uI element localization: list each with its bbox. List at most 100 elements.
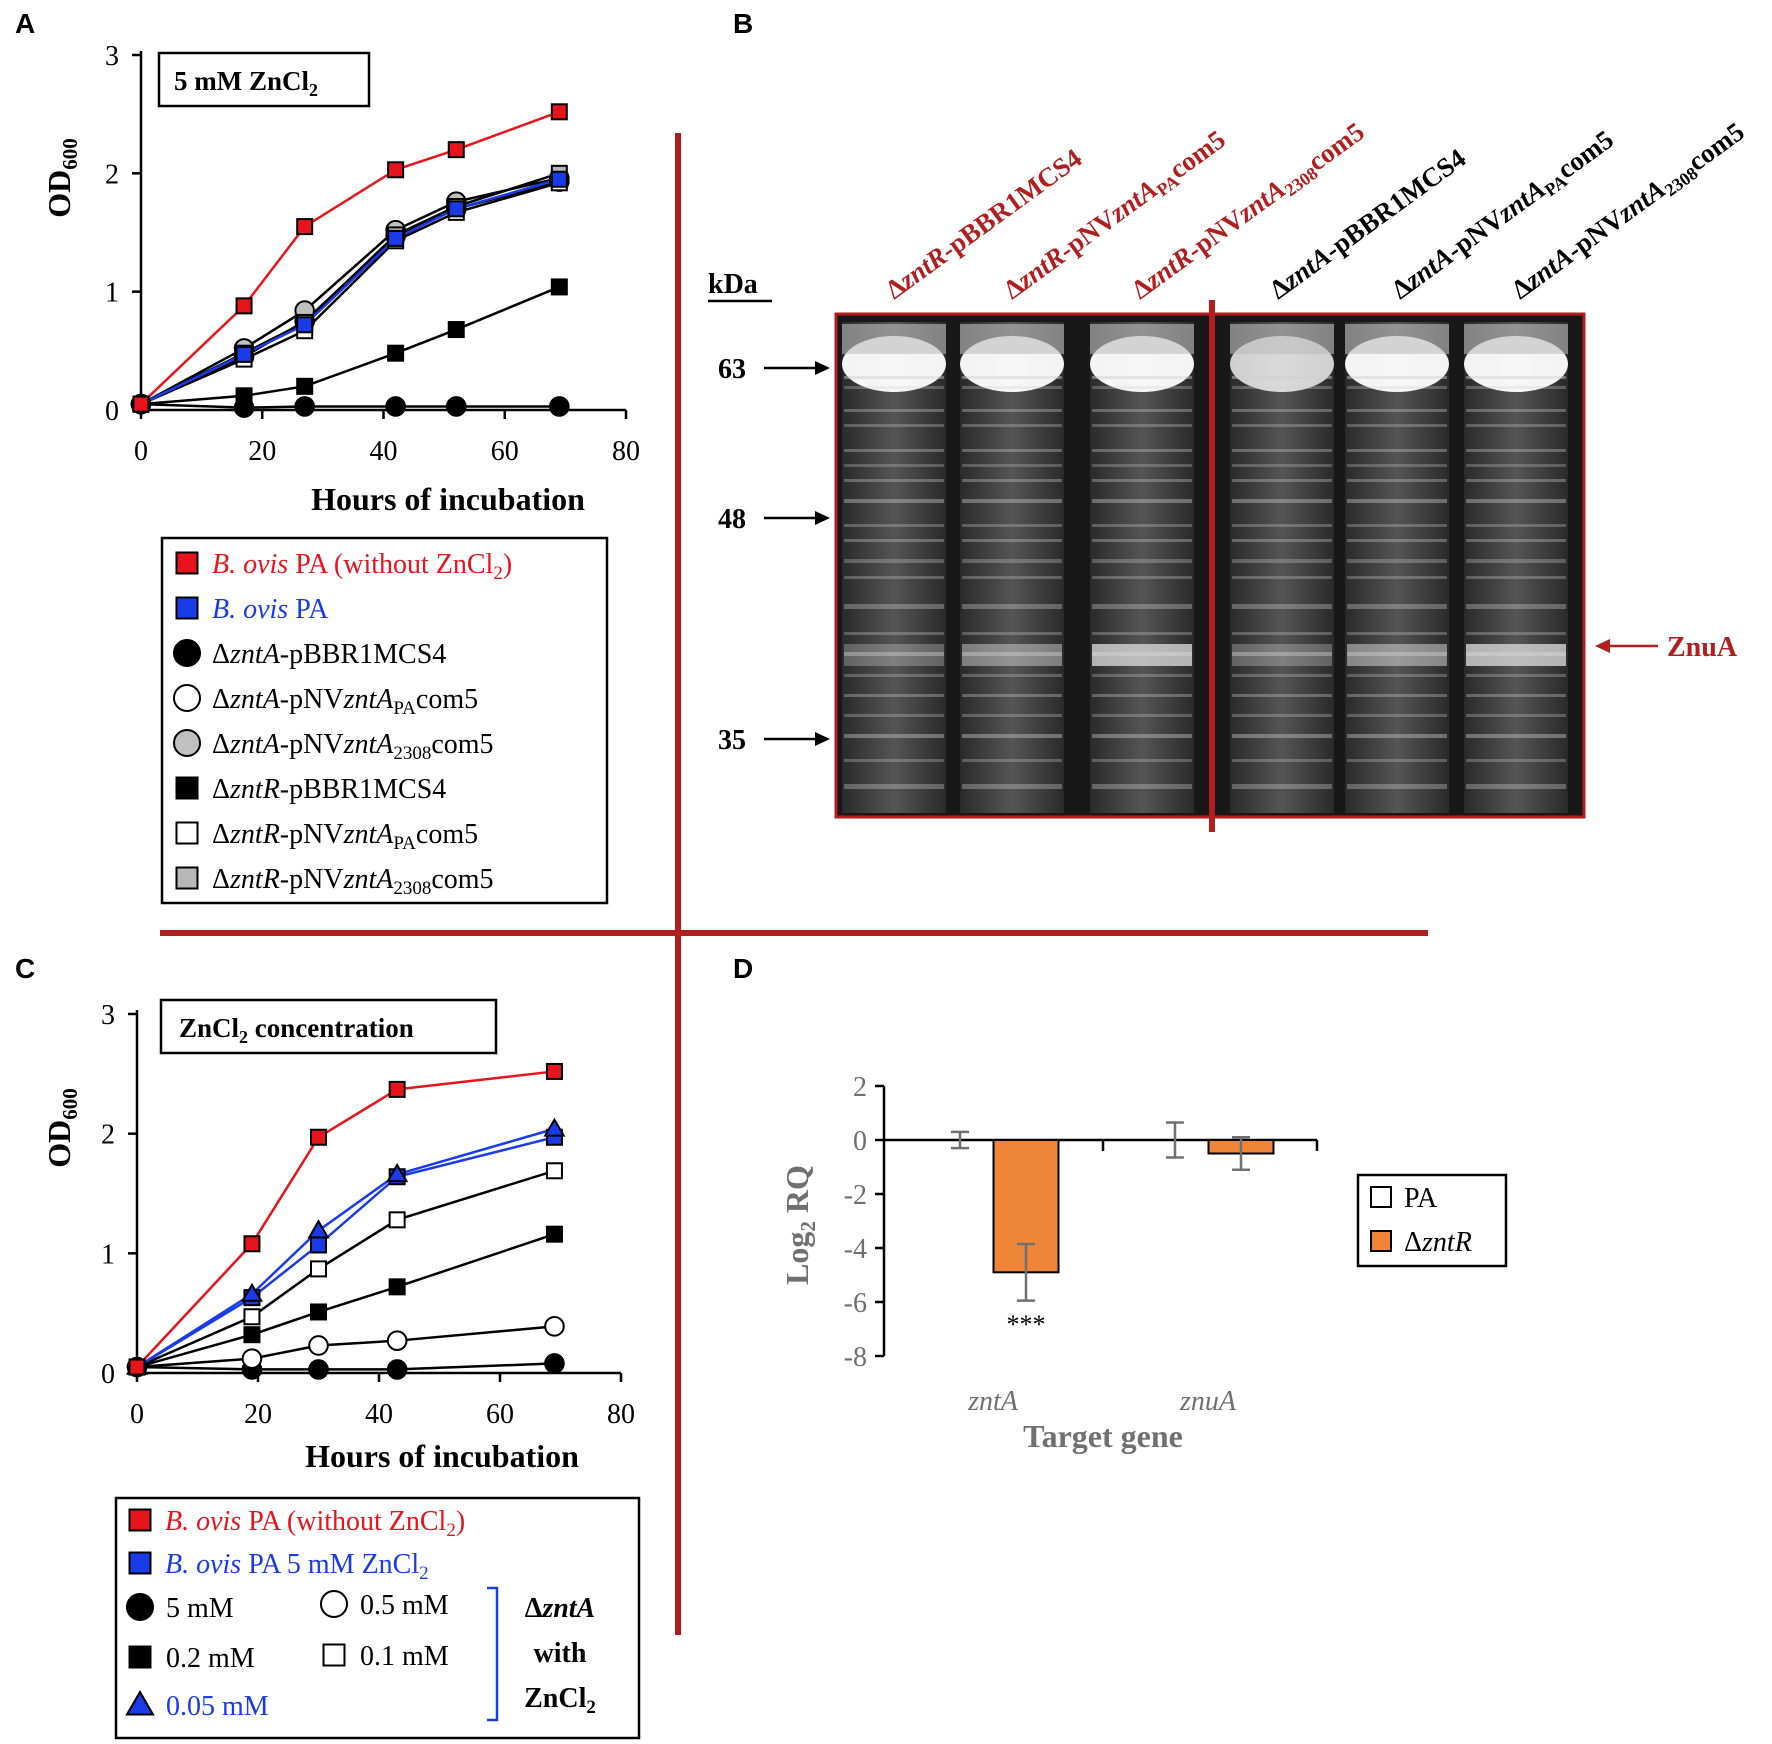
gel-band-znua [1347,644,1447,666]
chartA-point-PA [296,316,314,334]
legend-a-marker [172,683,202,713]
chartA-xtick-label: 20 [248,436,276,467]
gel-band [1092,424,1192,427]
gel-band [1466,479,1566,482]
chartA-point-PA [387,229,405,247]
legend-c-marker [125,1592,155,1622]
chart-d-ytick-label: 2 [853,1072,867,1103]
chartA-point-zntA-pBBR [385,396,406,417]
legend-a-marker [175,551,199,575]
gel-band [962,539,1062,542]
chartA-ytick-label: 0 [105,396,119,427]
gel-band [1232,409,1332,412]
gel-band [1466,694,1566,697]
gel-image [834,300,1586,832]
chartC-point-0.1mM [310,1260,327,1278]
chart-c-ylabel: OD600 [41,1088,82,1168]
legend-d-label: PA [1404,1183,1438,1214]
chart-d-axes: 2 0 -2 -4 -6 -8 zntA znuA [844,1072,1319,1417]
gel-band [1232,759,1332,762]
gel-band [1466,759,1566,762]
gel-kda-label: kDa [708,269,758,300]
legend-d: PA ΔzntR [1356,1173,1508,1268]
chartA-point-zntR-pBBR [235,387,253,405]
gel-marker-label: 63 [718,354,746,385]
chartC-xtick-label: 60 [486,1399,514,1430]
gel-band [962,524,1062,527]
chartC-point-0.5mM [241,1348,263,1369]
gel-band [1092,694,1192,697]
chartC-point-5mM [544,1353,565,1374]
chartC-point-PA-noZn [545,1062,563,1080]
gel-band [844,576,944,579]
legend-c-marker [125,1689,155,1716]
gel-band [1232,464,1332,467]
gel-panel: ΔzntR-pBBR1MCS4ΔzntR-pNVzntAPAcom5ΔzntR-… [708,116,1750,832]
chartC-point-0.2mM [243,1326,261,1344]
chartC-point-0.1mM [243,1308,261,1326]
gel-band [1092,386,1192,389]
chartC-series-line-PA-noZn [136,1070,555,1368]
gel-band [1092,714,1192,717]
gel-band [1347,464,1447,467]
gel-band [1232,539,1332,542]
legend-a-marker [172,728,202,758]
gel-band [1232,734,1332,738]
chartC-point-0.5mM [386,1330,408,1351]
gel-znua-arrowhead [1595,639,1610,653]
gel-marker-arrowhead [815,732,830,746]
gel-band [844,559,944,563]
gel-band [1347,409,1447,412]
chart-d-ytick-label: -2 [844,1180,867,1211]
chartA-point-zntA-pBBR [549,396,570,417]
chartC-point-PA-noZn [243,1235,261,1253]
chartA-point-PA-noZn [387,161,405,179]
gel-band [1092,464,1192,467]
legend-d-label: ΔzntR [1404,1227,1472,1258]
gel-band [844,714,944,717]
gel-band [1466,409,1566,412]
chartA-point-PA-noZn [235,297,253,315]
chartC-xtick-label: 40 [365,1399,393,1430]
gel-marker-label: 35 [718,725,746,756]
gel-lane-label: ΔzntR-pNVzntA2308com5 [1126,116,1372,307]
legend-a-label: ΔzntA-pNVzntAPAcom5 [212,684,478,719]
chart-c-title: ZnCl2 concentration [179,1013,414,1047]
legend-a-label: B. ovis PA (without ZnCl2) [212,549,512,584]
gel-band [844,499,944,503]
chartC-point-0.5mM [544,1316,565,1337]
gel-band-znua [962,644,1062,666]
gel-band [1466,386,1566,389]
gel-band [1347,524,1447,527]
chartA-series-line-zntA-pBBR [140,402,560,409]
gel-band [962,424,1062,427]
legend-d-marker [1370,1230,1392,1252]
gel-band-top [1345,324,1449,354]
gel-band [1232,479,1332,482]
chart-a-axes: 0 1 2 3 0 20 40 60 80 [105,41,640,467]
legend-a-marker [172,638,202,668]
chartA-point-zntR-pBBR [550,278,568,296]
chart-c-points [125,1062,566,1380]
gel-band [844,479,944,482]
gel-band [1092,576,1192,579]
gel-band-top [1090,324,1194,354]
panel-letter-b: B [733,8,753,39]
gel-band [1232,449,1332,452]
gel-band [962,714,1062,717]
chartC-point-0.2mM [545,1225,563,1243]
gel-band [1347,576,1447,579]
gel-band [844,604,944,609]
chartC-point-PA-noZn [310,1128,327,1146]
gel-band [1466,424,1566,427]
chartA-series-line-zntA-pNV2308 [140,176,560,406]
gel-band [1347,674,1447,677]
gel-band [1092,734,1192,738]
gel-band [1466,632,1566,635]
chart-a-points [130,103,570,418]
legend-a-label: ΔzntR-pBBR1MCS4 [212,774,446,805]
chartA-xtick-label: 80 [612,436,640,467]
gel-band [962,376,1062,379]
